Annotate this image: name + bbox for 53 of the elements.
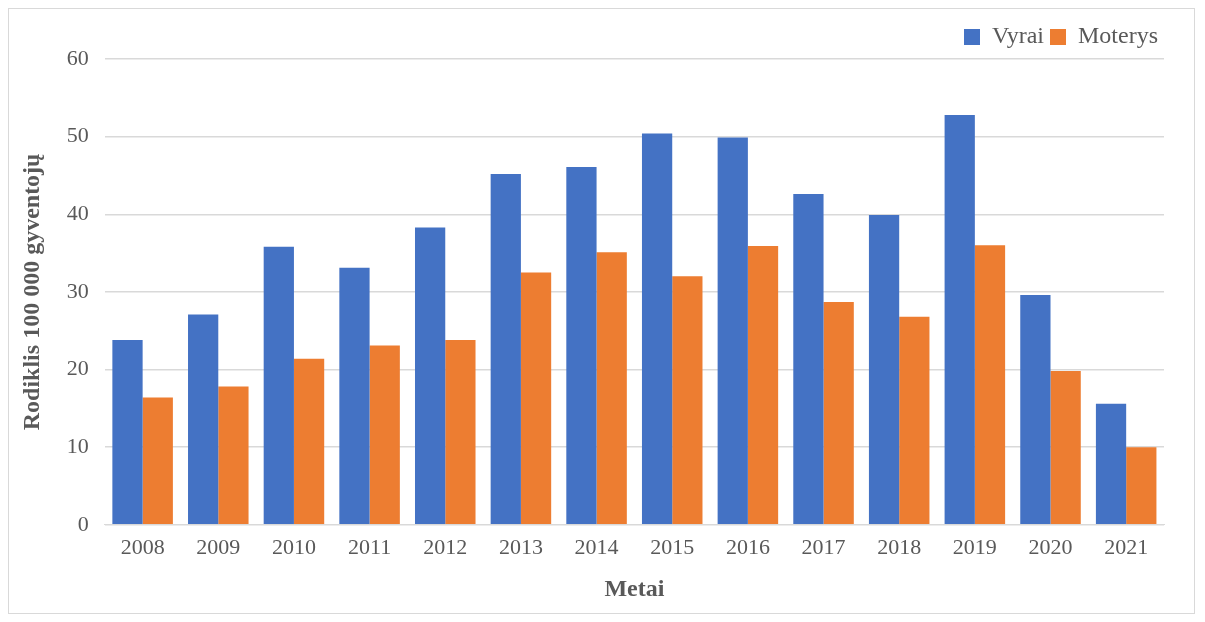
bar	[868, 215, 900, 525]
x-tick-label: 2021	[1104, 533, 1149, 559]
x-tick-label: 2016	[725, 533, 770, 559]
x-tick-label: 2019	[952, 533, 997, 559]
bar	[445, 340, 476, 525]
bar	[823, 301, 854, 525]
bar	[1095, 403, 1127, 525]
bar	[1020, 295, 1051, 525]
bar	[1050, 371, 1081, 525]
x-tick-label: 2017	[801, 533, 846, 559]
bar	[293, 358, 325, 525]
bar	[339, 267, 370, 525]
y-tick-label: 30	[66, 277, 89, 303]
bar	[112, 340, 143, 525]
y-tick-label: 0	[77, 510, 89, 536]
x-tick-label: 2011	[348, 533, 392, 559]
bar	[218, 386, 249, 525]
bar	[974, 245, 1006, 525]
bar	[641, 133, 673, 525]
bar	[793, 194, 824, 525]
bar	[142, 397, 173, 525]
y-tick-label: 20	[66, 355, 89, 381]
y-tick-label: 40	[66, 200, 89, 226]
bar	[747, 246, 779, 525]
x-tick-label: 2009	[196, 533, 241, 559]
bar	[414, 227, 446, 525]
legend-label: Vyrai	[992, 22, 1045, 49]
bar	[188, 314, 219, 525]
x-axis-title: Metai	[604, 574, 665, 601]
x-tick-label: 2013	[498, 533, 543, 559]
y-tick-label: 50	[66, 122, 89, 148]
bar	[944, 114, 975, 525]
bar	[369, 345, 400, 525]
bar	[520, 272, 552, 525]
x-tick-label: 2012	[423, 533, 468, 559]
x-tick-label: 2014	[574, 533, 619, 559]
legend-label: Moterys	[1078, 22, 1159, 49]
y-tick-label: 10	[66, 432, 89, 458]
bar	[490, 173, 521, 525]
x-tick-label: 2015	[650, 533, 695, 559]
bar	[899, 316, 930, 525]
x-tick-label: 2008	[120, 533, 165, 559]
bar	[672, 276, 703, 525]
x-tick-label: 2018	[877, 533, 922, 559]
bar	[1126, 447, 1157, 525]
bar	[263, 246, 294, 525]
y-tick-label: 60	[66, 44, 89, 70]
x-tick-label: 2010	[271, 533, 316, 559]
bar	[596, 252, 627, 525]
bar	[717, 137, 748, 525]
x-tick-label: 2020	[1028, 533, 1073, 559]
bar	[566, 166, 597, 525]
y-axis-title: Rodiklis 100 000 gyventojų	[17, 153, 44, 431]
